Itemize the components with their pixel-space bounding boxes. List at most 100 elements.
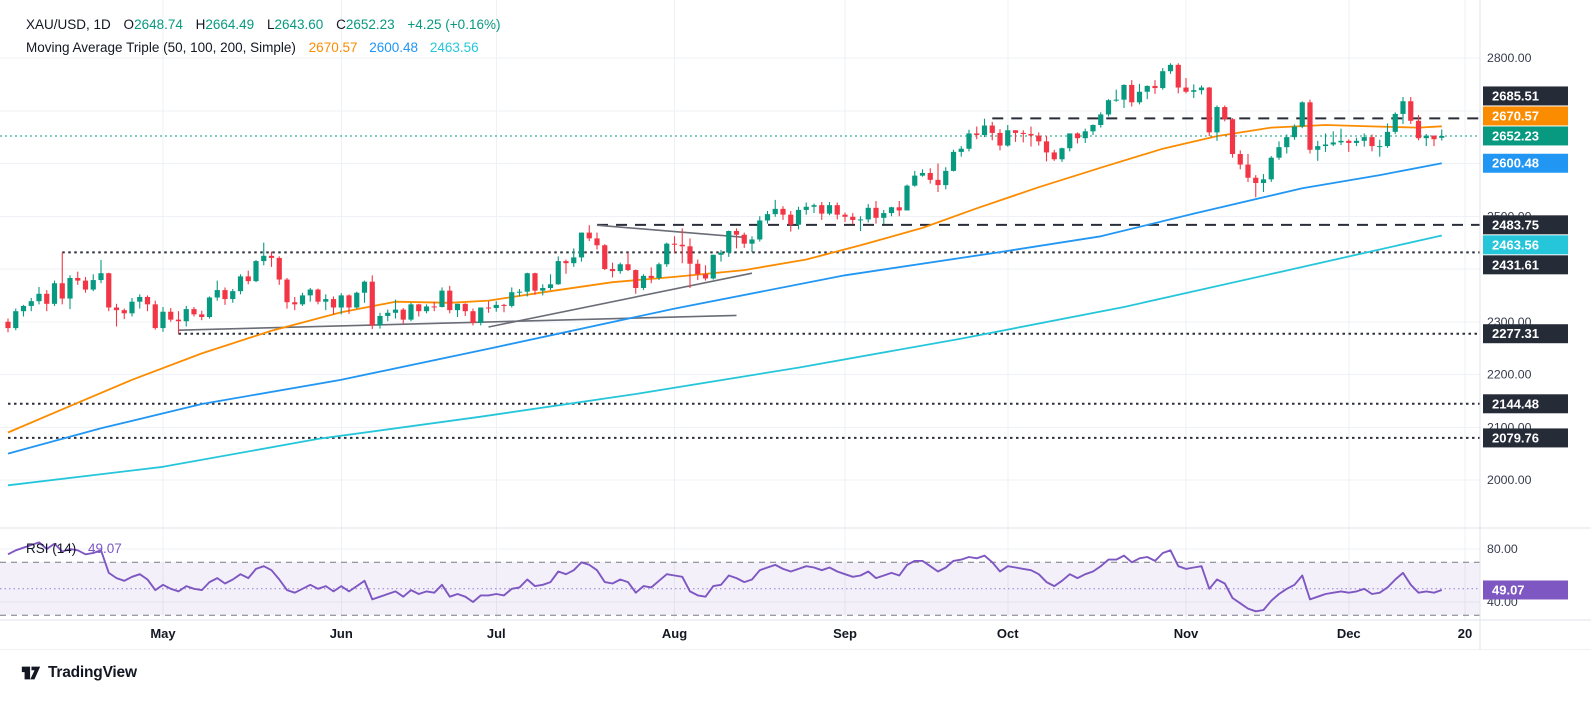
candle[interactable] <box>1284 134 1290 154</box>
candle[interactable] <box>13 308 19 331</box>
candle[interactable] <box>478 307 484 326</box>
candle[interactable] <box>1384 123 1391 148</box>
candle[interactable] <box>1206 87 1212 137</box>
candle[interactable] <box>129 298 135 317</box>
candle[interactable] <box>361 280 368 303</box>
candle[interactable] <box>904 184 910 211</box>
candle[interactable] <box>377 312 383 329</box>
candle[interactable] <box>44 290 50 312</box>
candle[interactable] <box>1082 128 1088 143</box>
candle[interactable] <box>617 262 623 274</box>
candle[interactable] <box>1369 134 1375 152</box>
candle[interactable] <box>230 289 236 303</box>
candle[interactable] <box>261 242 267 266</box>
candle[interactable] <box>516 289 523 297</box>
candle[interactable] <box>695 259 701 281</box>
candle[interactable] <box>113 303 120 327</box>
sma100-line[interactable] <box>7 162 1442 455</box>
candle[interactable] <box>1113 89 1119 102</box>
candle[interactable] <box>842 212 848 223</box>
candle[interactable] <box>819 202 825 220</box>
candle[interactable] <box>981 118 988 138</box>
candle[interactable] <box>1144 85 1150 100</box>
candle[interactable] <box>640 274 647 291</box>
candle[interactable] <box>710 254 716 280</box>
candle[interactable] <box>121 308 127 320</box>
ma-indicator-legend[interactable]: Moving Average Triple (50, 100, 200, Sim… <box>26 40 479 55</box>
candle[interactable] <box>524 272 530 297</box>
trendline-drawing[interactable] <box>488 272 753 328</box>
candle[interactable] <box>795 206 802 230</box>
candle[interactable] <box>447 285 453 314</box>
candle[interactable] <box>1198 85 1205 95</box>
candle[interactable] <box>1377 139 1383 157</box>
candle[interactable] <box>888 206 895 217</box>
candle[interactable] <box>1152 80 1158 94</box>
candle[interactable] <box>416 303 422 317</box>
time-axis[interactable]: May Jun Jul Aug Sep Oct Nov Dec 20 <box>150 626 1472 641</box>
candle[interactable] <box>788 210 794 232</box>
candle[interactable] <box>1074 132 1081 144</box>
candle[interactable] <box>1361 133 1367 147</box>
candle[interactable] <box>276 256 282 285</box>
candle[interactable] <box>90 274 96 292</box>
candle[interactable] <box>648 267 654 284</box>
candle[interactable] <box>1260 174 1267 192</box>
candle[interactable] <box>175 311 182 334</box>
candle[interactable] <box>191 306 197 317</box>
candle[interactable] <box>237 274 244 295</box>
candle[interactable] <box>1392 112 1398 134</box>
candle[interactable] <box>493 301 499 312</box>
candle[interactable] <box>199 310 205 321</box>
candle[interactable] <box>1020 130 1026 143</box>
candle[interactable] <box>671 236 678 254</box>
candle[interactable] <box>152 300 158 330</box>
candle[interactable] <box>958 146 964 157</box>
rsi-indicator-legend[interactable]: RSI (14) 49.07 <box>26 541 122 556</box>
candle[interactable] <box>1229 118 1236 158</box>
candle[interactable] <box>1237 150 1243 170</box>
candle[interactable] <box>826 202 833 216</box>
candle[interactable] <box>1276 141 1282 160</box>
candle[interactable] <box>323 294 329 311</box>
tradingview-logo[interactable]: TradingView <box>20 662 137 684</box>
candle[interactable] <box>160 306 166 332</box>
candle[interactable] <box>222 287 228 305</box>
candle[interactable] <box>1431 135 1437 147</box>
candle[interactable] <box>330 296 337 315</box>
candle[interactable] <box>168 308 174 322</box>
candle[interactable] <box>509 287 515 308</box>
candle[interactable] <box>51 280 58 306</box>
candle[interactable] <box>540 284 546 296</box>
candle[interactable] <box>532 272 538 295</box>
candle[interactable] <box>214 280 220 301</box>
candle[interactable] <box>1167 63 1174 74</box>
candle[interactable] <box>183 305 189 327</box>
candle[interactable] <box>1245 154 1251 182</box>
candle[interactable] <box>702 265 709 281</box>
candle[interactable] <box>1315 140 1321 161</box>
candle[interactable] <box>1415 114 1422 141</box>
candle[interactable] <box>423 304 430 314</box>
candle[interactable] <box>1291 124 1298 140</box>
chart-canvas[interactable]: 2800.002700.002600.002500.002400.002300.… <box>0 0 1591 650</box>
candle[interactable] <box>974 126 980 140</box>
candle[interactable] <box>578 232 585 262</box>
candle[interactable] <box>1299 101 1305 129</box>
candle[interactable] <box>850 213 856 225</box>
candle[interactable] <box>1353 137 1360 147</box>
candle[interactable] <box>20 304 27 317</box>
candle[interactable] <box>1322 133 1329 152</box>
candle[interactable] <box>28 298 34 312</box>
candle[interactable] <box>408 302 414 322</box>
candle[interactable] <box>292 296 298 311</box>
candle[interactable] <box>338 293 344 315</box>
candle[interactable] <box>726 230 732 257</box>
sma50-line[interactable] <box>7 124 1442 434</box>
candle[interactable] <box>75 271 81 285</box>
candle[interactable] <box>733 228 740 249</box>
candle[interactable] <box>98 260 104 284</box>
candle[interactable] <box>245 270 251 285</box>
candle[interactable] <box>1036 132 1042 146</box>
candle[interactable] <box>253 260 259 283</box>
